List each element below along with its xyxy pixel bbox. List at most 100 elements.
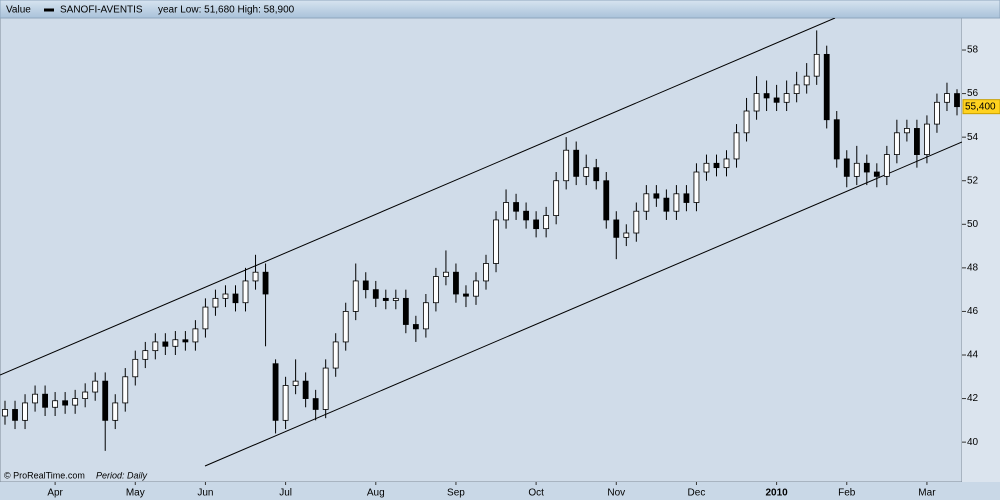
y-tick-label: 54	[967, 132, 979, 143]
candle-body	[713, 162, 720, 169]
candle-body	[863, 162, 870, 173]
candle-body	[52, 400, 59, 408]
x-tick-label: Mar	[918, 488, 936, 499]
candle-body	[292, 380, 299, 386]
x-tick-label: Jul	[279, 488, 292, 499]
candle-body	[42, 393, 48, 408]
candle-body	[102, 380, 109, 421]
candle-body	[312, 398, 319, 410]
year-range: year Low: 51,680 High: 58,900	[158, 5, 295, 16]
candle-body	[322, 367, 329, 410]
candle-body	[893, 132, 900, 155]
candle-body	[583, 167, 590, 177]
candle-body	[202, 306, 209, 330]
candle-body	[282, 385, 289, 421]
candle-body	[563, 149, 570, 182]
candle-body	[593, 167, 600, 182]
candle-body	[152, 341, 159, 352]
x-tick-label: 2010	[765, 488, 788, 499]
candle-body	[192, 328, 199, 343]
candle-body	[262, 271, 269, 295]
candle-body	[62, 400, 69, 406]
candle-body	[873, 171, 880, 177]
x-axis-area	[0, 482, 1000, 500]
candle-body	[843, 158, 850, 177]
candle-body	[463, 293, 469, 297]
candle-body	[723, 158, 730, 169]
y-tick-label: 40	[967, 437, 979, 448]
candle-body	[954, 93, 960, 108]
legend-label: SANOFI-AVENTIS	[60, 5, 143, 16]
y-tick-label: 50	[967, 219, 979, 230]
candle-body	[82, 391, 89, 399]
candle-body	[613, 219, 620, 238]
candle-body	[623, 232, 630, 238]
candle-body	[392, 297, 399, 301]
x-tick-label: Jun	[197, 488, 213, 499]
candle-body	[733, 132, 740, 160]
candle-body	[232, 293, 239, 304]
candle-body	[433, 276, 439, 304]
candle-body	[222, 293, 229, 299]
y-tick-label: 42	[967, 393, 979, 404]
y-tick-label: 56	[967, 88, 979, 99]
last-price-box	[962, 99, 1000, 115]
candle-body	[32, 393, 38, 404]
candle-body	[763, 93, 770, 99]
candle-body	[823, 53, 830, 121]
y-tick-label: 58	[967, 45, 979, 56]
x-tick-label: Dec	[688, 488, 706, 499]
candle-body	[2, 409, 8, 417]
candle-body	[493, 219, 499, 264]
candle-body	[513, 202, 519, 212]
candle-body	[453, 271, 459, 295]
candle-body	[914, 128, 920, 155]
y-tick-label: 48	[967, 263, 979, 274]
candle-body	[412, 324, 419, 330]
candle-body	[793, 84, 800, 94]
candle-body	[72, 398, 79, 406]
source: © ProRealTime.com	[4, 470, 85, 480]
candle-body	[853, 162, 860, 177]
y-tick-label: 52	[967, 175, 979, 186]
candle-body	[22, 402, 28, 421]
candle-body	[503, 202, 509, 221]
plot-area	[0, 17, 963, 483]
candle-body	[543, 215, 550, 230]
candle-body	[12, 409, 18, 421]
x-tick-label: Aug	[367, 488, 385, 499]
candle-body	[533, 219, 540, 230]
lower-channel-line	[204, 141, 962, 467]
y-tick-label: 46	[967, 306, 979, 317]
candle-body	[743, 110, 750, 134]
candle-body	[352, 280, 359, 312]
x-tick-label: May	[126, 488, 145, 499]
candle-body	[122, 376, 129, 404]
header-title: Value	[6, 5, 31, 16]
candle-body	[92, 380, 99, 393]
candle-body	[783, 93, 790, 103]
candle-body	[242, 280, 249, 304]
upper-channel-line	[0, 18, 836, 376]
candle-body	[372, 289, 379, 299]
x-tick-label: Feb	[838, 488, 856, 499]
candle-body	[523, 210, 529, 221]
last-price-label: 55,400	[965, 101, 996, 112]
candle-body	[603, 180, 610, 221]
candle-body	[703, 162, 710, 173]
candle-body	[553, 180, 560, 216]
candle-body	[934, 101, 940, 125]
candle-body	[443, 271, 449, 277]
candle-body	[803, 75, 810, 86]
x-tick-label: Sep	[447, 488, 465, 499]
candle-body	[573, 149, 580, 177]
y-tick-label: 44	[967, 350, 979, 361]
candle-body	[483, 263, 489, 282]
candle-body	[683, 193, 690, 203]
candle-body	[142, 350, 149, 360]
candle-body	[693, 171, 700, 203]
candle-body	[132, 358, 139, 378]
candle-body	[382, 297, 389, 301]
candle-body	[422, 302, 429, 330]
candle-body	[402, 297, 409, 325]
